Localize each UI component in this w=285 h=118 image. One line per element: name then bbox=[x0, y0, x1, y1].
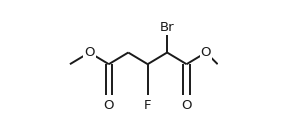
Text: O: O bbox=[84, 46, 95, 59]
Text: O: O bbox=[201, 46, 211, 59]
Text: F: F bbox=[144, 99, 151, 112]
Text: Br: Br bbox=[160, 21, 174, 34]
Text: O: O bbox=[181, 99, 192, 112]
Text: O: O bbox=[103, 99, 114, 112]
